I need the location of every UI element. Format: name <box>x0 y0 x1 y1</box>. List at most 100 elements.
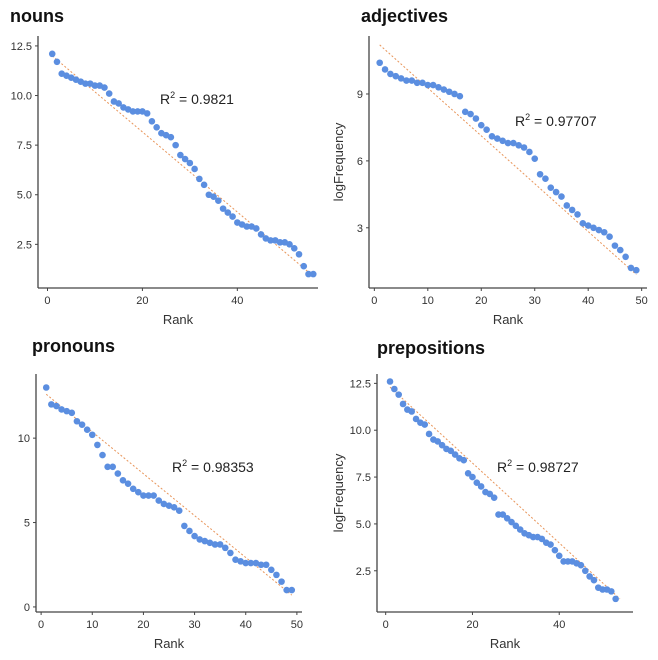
data-point <box>167 133 175 141</box>
y-tick-label: 12.5 <box>350 378 371 390</box>
x-tick-label: 40 <box>231 295 243 307</box>
data-point <box>467 110 474 118</box>
data-point <box>568 206 576 214</box>
data-point <box>499 511 507 518</box>
data-point <box>386 378 394 385</box>
data-point <box>403 77 410 84</box>
data-point <box>558 193 565 200</box>
r-squared-value: = 0.9821 <box>175 91 234 107</box>
data-point <box>210 193 217 201</box>
data-point <box>148 118 156 125</box>
data-point <box>606 233 613 241</box>
data-point <box>515 141 522 149</box>
y-tick-label: 3 <box>357 223 363 235</box>
data-point <box>109 463 117 471</box>
r-squared-annotation: R2 = 0.97707 <box>515 112 597 129</box>
data-point <box>140 492 147 499</box>
data-point <box>237 558 244 565</box>
data-point <box>451 90 458 98</box>
y-tick-label: 5 <box>24 518 30 530</box>
data-point <box>616 246 624 254</box>
data-point <box>170 504 178 511</box>
y-tick-label: 2.5 <box>17 239 32 251</box>
y-tick-label: 5.0 <box>17 190 32 202</box>
data-point <box>145 492 152 499</box>
r-squared-base: R <box>172 459 182 475</box>
data-point <box>227 549 234 557</box>
x-tick-label: 0 <box>371 295 377 307</box>
chart-title: pronouns <box>32 336 115 356</box>
data-point <box>295 250 303 258</box>
data-point <box>175 507 183 515</box>
data-point <box>150 492 157 499</box>
data-point <box>186 527 193 535</box>
r-squared-value: = 0.98727 <box>512 459 579 475</box>
chart-panel-nouns: nouns 0 20 40 2.5 5.0 7.5 10.0 12.5 Rank R2 = 0.98… <box>0 0 329 330</box>
data-point <box>538 535 546 543</box>
chart-panel-pronouns: pronouns 0 10 20 30 40 50 0 5 10 Rank R2 = 0.98353 <box>0 330 329 660</box>
data-point <box>425 430 433 438</box>
data-point <box>461 108 469 116</box>
data-point <box>143 110 151 117</box>
y-tick-label: 7.5 <box>17 140 32 152</box>
data-point <box>273 571 280 579</box>
y-tick-label: 7.5 <box>356 472 371 484</box>
chart-title: nouns <box>10 6 64 26</box>
data-point <box>477 121 485 129</box>
data-point <box>579 220 587 227</box>
data-point <box>177 151 184 159</box>
data-point <box>381 66 389 73</box>
scatter-plot: prepositions 0 20 40 2.5 5.0 7.5 10.0 12.5 Rank lo… <box>331 338 633 651</box>
trend-line <box>379 44 637 275</box>
data-point <box>216 541 224 548</box>
x-axis-label: Rank <box>490 636 521 651</box>
data-point <box>305 270 312 278</box>
data-point <box>196 175 203 183</box>
data-point <box>590 576 598 584</box>
data-point <box>600 228 608 236</box>
data-point <box>469 473 476 481</box>
data-point <box>276 239 284 246</box>
data-point <box>512 522 520 530</box>
scatter-plot: adjectives 0 10 20 30 40 50 3 6 9 Rank logFrequency… <box>331 6 648 327</box>
data-point <box>196 536 203 543</box>
data-point <box>91 82 99 89</box>
data-point <box>595 226 603 234</box>
data-point <box>627 264 635 272</box>
r-squared-annotation: R2 = 0.98727 <box>497 458 579 475</box>
data-point <box>434 438 442 445</box>
data-point <box>114 470 122 477</box>
data-point <box>516 526 524 533</box>
data-point <box>53 402 60 410</box>
y-tick-label: 5.0 <box>356 519 371 531</box>
x-tick-label: 20 <box>136 295 148 307</box>
data-point <box>134 108 141 115</box>
r-squared-sup: 2 <box>170 90 175 100</box>
data-point <box>253 225 260 232</box>
data-point <box>153 123 160 131</box>
data-point <box>435 83 442 91</box>
data-point <box>155 497 163 504</box>
data-point <box>186 159 194 167</box>
data-point <box>215 197 222 204</box>
data-point <box>99 451 106 459</box>
data-point <box>424 81 432 89</box>
x-tick-label: 50 <box>291 619 303 631</box>
data-point <box>82 80 89 87</box>
data-point <box>129 108 137 115</box>
data-point <box>413 79 421 87</box>
data-point <box>300 262 308 270</box>
data-point <box>504 139 512 147</box>
x-axis-label: Rank <box>154 636 185 651</box>
y-tick-label: 10.0 <box>350 425 371 437</box>
data-point <box>574 211 581 218</box>
data-point <box>483 126 490 133</box>
data-point <box>542 175 549 183</box>
data-point <box>584 222 592 229</box>
data-point <box>563 202 571 209</box>
data-point <box>257 561 265 569</box>
r-squared-annotation: R2 = 0.9821 <box>160 90 234 107</box>
y-tick-label: 12.5 <box>11 41 32 53</box>
data-point <box>48 401 55 408</box>
data-point <box>224 209 232 216</box>
